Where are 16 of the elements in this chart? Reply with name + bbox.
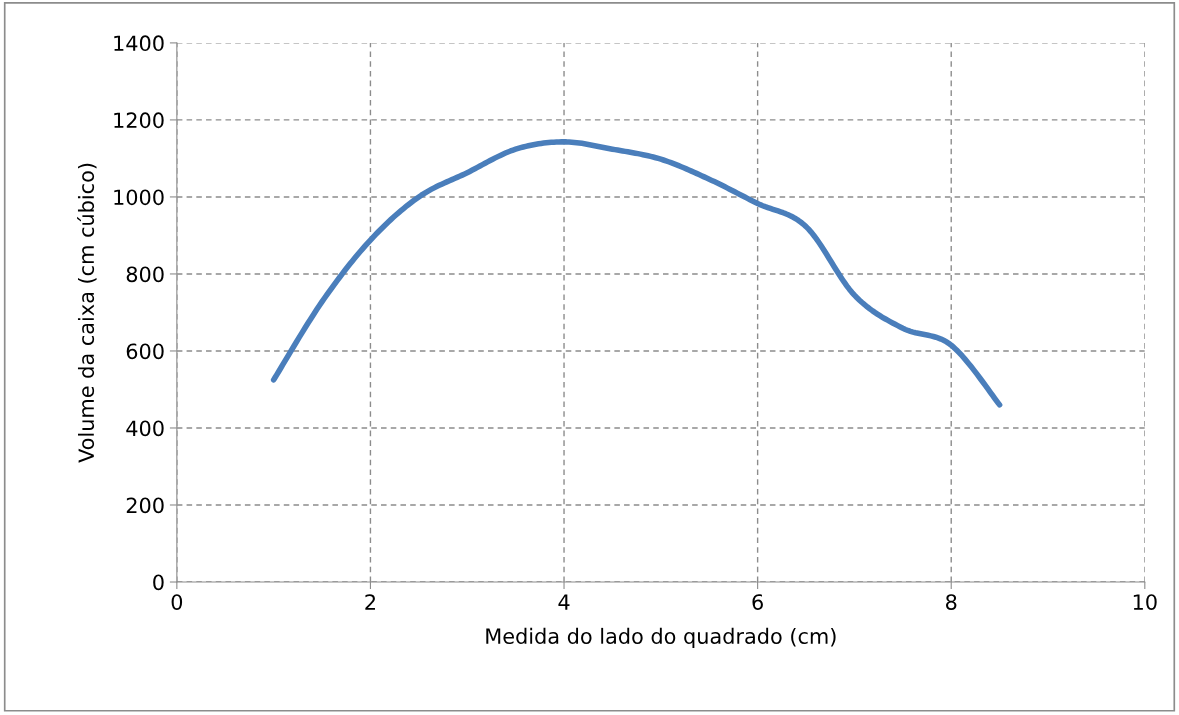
x-tick-label: 8: [946, 594, 957, 610]
y-tick-label: 600: [126, 343, 164, 360]
y-tick-label: 1400: [114, 35, 164, 52]
x-axis-title: Medida do lado do quadrado (cm): [486, 627, 836, 649]
x-tick-label: 10: [1133, 594, 1157, 610]
y-tick-label: 1000: [114, 189, 164, 206]
y-tick-label: 1200: [114, 112, 164, 129]
y-tick-label: 200: [126, 497, 164, 514]
y-tick-label: 400: [126, 420, 164, 437]
x-tick-label: 6: [752, 594, 763, 610]
x-tick-label: 0: [171, 594, 183, 610]
y-axis-title: Volume da caixa (cm cúbico): [77, 163, 97, 463]
x-tick-label: 2: [365, 594, 375, 610]
x-tick-label: 4: [558, 594, 570, 610]
y-tick-label: 800: [126, 266, 164, 283]
y-tick-label: 0: [153, 574, 164, 591]
